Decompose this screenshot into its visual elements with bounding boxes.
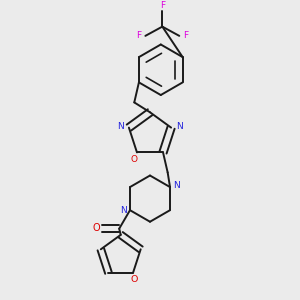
Text: N: N — [173, 181, 180, 190]
Text: F: F — [160, 1, 165, 10]
Text: O: O — [93, 223, 100, 233]
Text: F: F — [184, 32, 189, 40]
Text: N: N — [120, 206, 127, 215]
Text: N: N — [176, 122, 183, 130]
Text: F: F — [136, 32, 141, 40]
Text: O: O — [131, 275, 138, 284]
Text: N: N — [117, 122, 124, 130]
Text: O: O — [131, 155, 138, 164]
